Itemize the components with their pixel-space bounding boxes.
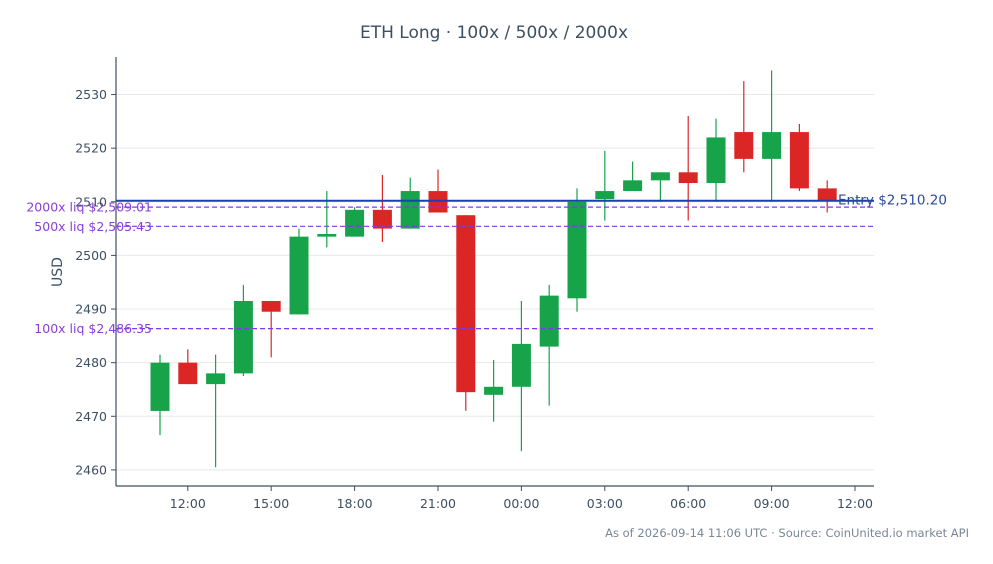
candle — [762, 70, 782, 202]
y-tick-label: 2470 — [75, 409, 107, 424]
y-tick-label: 2460 — [75, 462, 107, 477]
candle-body — [261, 300, 281, 312]
y-tick-label: 2490 — [75, 302, 107, 317]
candle-body — [567, 201, 587, 299]
y-axis-label: USD — [50, 257, 66, 287]
candle-body — [484, 386, 504, 395]
x-tick-label: 18:00 — [337, 496, 373, 511]
candles — [150, 70, 837, 468]
liq-2000x-label: 2000x liq $2,509.01 — [26, 200, 152, 215]
candle-body — [456, 215, 476, 393]
candle — [428, 169, 448, 213]
candle-body — [289, 236, 309, 315]
candle-body — [789, 132, 809, 189]
candle-body — [623, 180, 643, 192]
chart-title: ETH Long · 100x / 500x / 2000x — [360, 23, 628, 43]
candle — [372, 174, 392, 243]
candle — [817, 180, 837, 213]
candle — [706, 118, 726, 202]
candle — [539, 284, 559, 406]
candle — [178, 349, 198, 385]
candle-body — [734, 132, 754, 159]
candle-body — [706, 137, 726, 184]
axes: 2460 2470 2480 2490 2500 2510 2520 2530 12:00 15:… — [75, 57, 874, 511]
candle-body — [206, 373, 226, 385]
x-tick-label: 15:00 — [253, 496, 289, 511]
grid-lines — [116, 94, 874, 471]
y-tick-label: 2500 — [75, 248, 107, 263]
candle — [150, 354, 170, 436]
candle-body — [817, 188, 837, 201]
candle — [206, 354, 226, 468]
candle — [678, 115, 698, 221]
candle — [623, 161, 643, 192]
candle — [650, 172, 670, 202]
x-tick-label: 06:00 — [670, 496, 706, 511]
candle-body — [400, 191, 420, 229]
candle — [789, 124, 809, 192]
y-tick-label: 2510 — [75, 194, 107, 209]
candle-body — [595, 191, 615, 200]
liq-100x-label: 100x liq $2,486.35 — [34, 321, 152, 336]
candle — [317, 191, 337, 248]
candle-body — [317, 233, 337, 237]
candle-body — [178, 362, 198, 385]
candle — [400, 177, 420, 229]
x-tick-label: 21:00 — [420, 496, 456, 511]
candle-body — [762, 132, 782, 159]
candle — [595, 150, 615, 221]
y-tick-label: 2530 — [75, 87, 107, 102]
entry-label: Entry $2,510.20 — [838, 193, 947, 209]
candle — [345, 207, 365, 237]
level-lines: Entry $2,510.20 2000x liq $2,509.01 500x l… — [26, 193, 947, 336]
candle-body — [678, 172, 698, 184]
candle-body — [372, 209, 392, 229]
candle-body — [150, 362, 170, 411]
y-tick-label: 2520 — [75, 141, 107, 156]
x-tick-label: 03:00 — [587, 496, 623, 511]
x-tick-label: 12:00 — [837, 496, 873, 511]
candle — [484, 359, 504, 422]
candle-body — [428, 191, 448, 213]
candle — [456, 215, 476, 411]
candle-body — [511, 343, 531, 387]
candle-body — [345, 209, 365, 237]
candle — [289, 228, 309, 315]
x-tick-label: 09:00 — [754, 496, 790, 511]
x-tick-label: 12:00 — [170, 496, 206, 511]
candle — [233, 284, 253, 377]
candle-body — [539, 295, 559, 347]
candle — [511, 300, 531, 452]
y-tick-label: 2480 — [75, 355, 107, 370]
candle — [734, 81, 754, 173]
footer-note: As of 2026-09-14 11:06 UTC · Source: Coi… — [605, 526, 969, 540]
x-tick-label: 00:00 — [503, 496, 539, 511]
liq-500x-label: 500x liq $2,505.43 — [34, 219, 152, 234]
candle-body — [650, 172, 670, 181]
candle-body — [233, 300, 253, 374]
